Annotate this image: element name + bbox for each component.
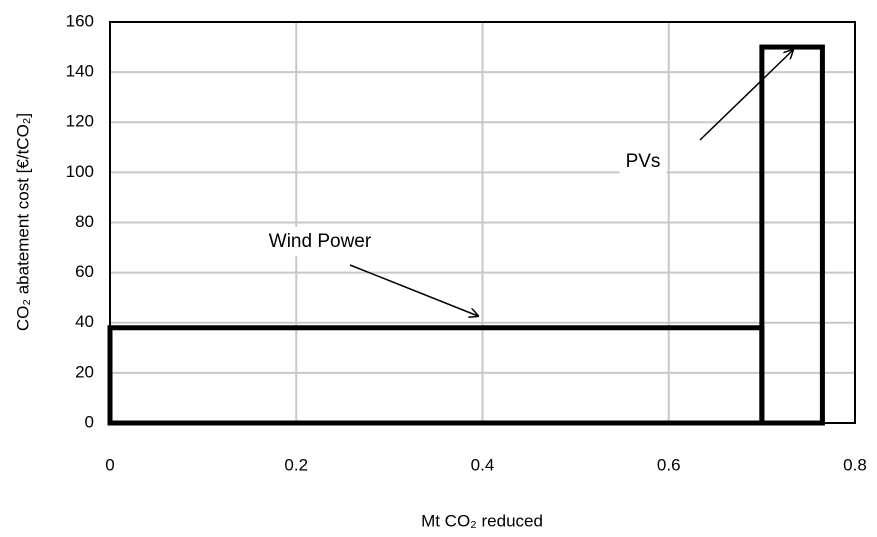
x-tick-label: 0.6	[657, 455, 681, 474]
annotation-bg	[262, 227, 378, 257]
y-tick-label: 60	[75, 262, 94, 281]
x-tick-label: 0	[105, 455, 114, 474]
annotation-arrow	[349, 264, 478, 316]
plot-border	[109, 21, 856, 424]
annotation: Wind Power	[269, 231, 372, 252]
y-tick-label: 120	[66, 112, 94, 131]
marks	[107, 44, 825, 426]
annotation-arrow	[699, 50, 793, 141]
y-tick-label: 160	[66, 11, 94, 30]
y-tick-label: 0	[85, 412, 94, 431]
bar	[759, 44, 825, 426]
bar	[107, 325, 765, 426]
y-tick-label: 20	[75, 362, 94, 381]
x-tick-label: 0.8	[843, 455, 867, 474]
y-tick-label: 40	[75, 312, 94, 331]
grid	[109, 21, 856, 424]
y-tick-label: 80	[75, 212, 94, 231]
x-axis-title: Mt CO₂ reduced	[421, 511, 543, 530]
y-tick-label: 140	[66, 62, 94, 81]
annotation: PVs	[626, 151, 661, 172]
y-axis-title: CO₂ abatement cost [€/tCO₂]	[13, 113, 32, 331]
x-tick-label: 0.2	[284, 455, 308, 474]
annotation-bg	[619, 147, 667, 177]
y-tick-label: 100	[66, 162, 94, 181]
x-tick-label: 0.4	[471, 455, 495, 474]
